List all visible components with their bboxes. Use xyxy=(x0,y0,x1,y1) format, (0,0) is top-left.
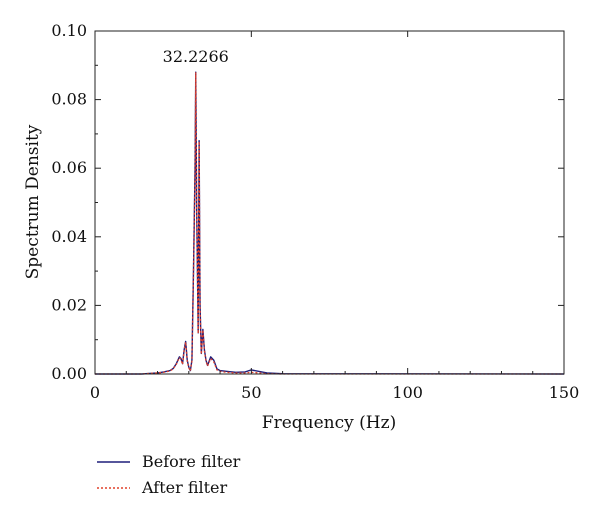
plot-area: 0 50 100 150 0.00 0.02 0.04 0.06 0.08 0.10 32.2266 xyxy=(51,21,579,402)
peak-annotation: 32.2266 xyxy=(163,47,229,66)
legend-label: Before filter xyxy=(142,452,241,471)
y-tick-label: 0.04 xyxy=(51,227,87,246)
y-axis-title: Spectrum Density xyxy=(23,124,43,279)
y-tick-label: 0.10 xyxy=(51,21,87,40)
x-tick-label: 0 xyxy=(90,383,100,402)
y-tick-label: 0.00 xyxy=(51,364,87,383)
y-tick-label: 0.06 xyxy=(51,158,87,177)
plot-frame xyxy=(94,30,565,375)
legend-label: After filter xyxy=(141,478,228,497)
y-tick-label: 0.02 xyxy=(51,295,87,314)
x-tick-label: 50 xyxy=(241,383,261,402)
legend: Before filter After filter xyxy=(97,452,241,497)
y-tick-label: 0.08 xyxy=(51,90,87,109)
x-tick-label: 100 xyxy=(392,383,423,402)
series-line-after-filter xyxy=(95,72,564,375)
series-line-before-filter xyxy=(95,71,565,375)
x-axis-title: Frequency (Hz) xyxy=(262,413,396,433)
x-tick-label: 150 xyxy=(549,383,580,402)
